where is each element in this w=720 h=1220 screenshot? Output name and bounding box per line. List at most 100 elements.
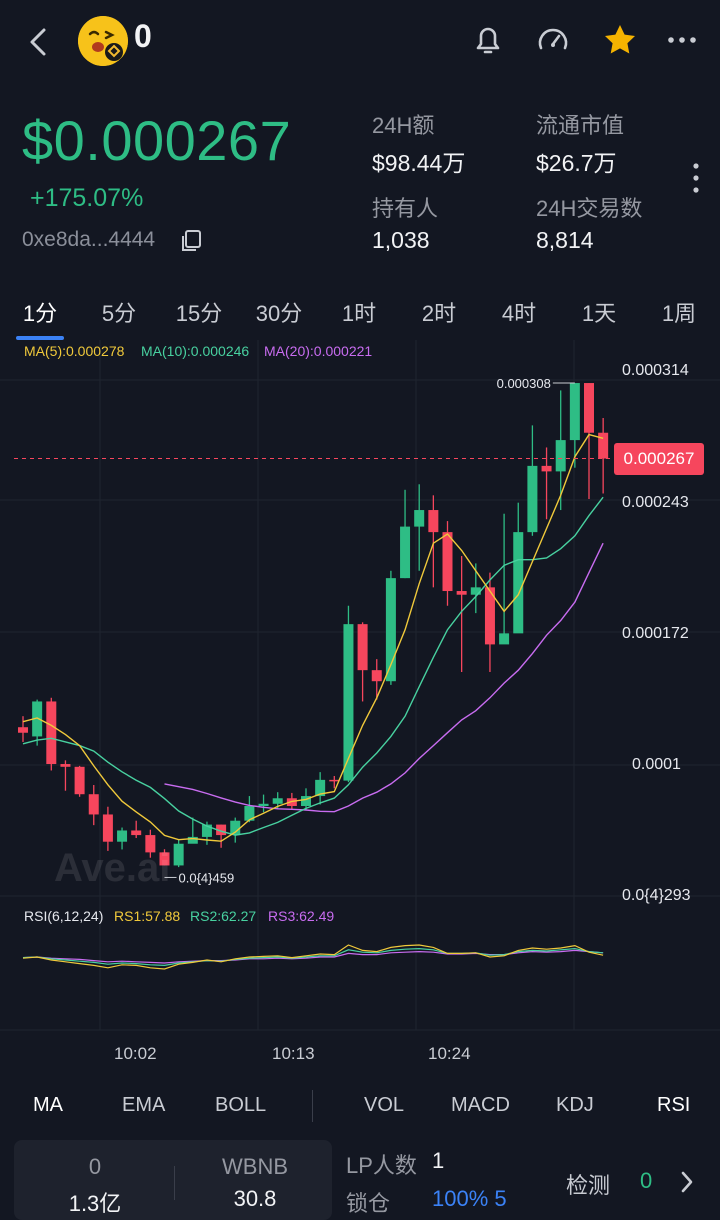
rsi2-line: [22, 947, 604, 967]
legend-rs2: RS2:62.27: [190, 908, 257, 924]
pool-quote-value: 30.8: [233, 1186, 277, 1211]
indicator-boll[interactable]: BOLL: [215, 1094, 267, 1116]
x-axis-label: 10:24: [428, 1044, 471, 1063]
stat-label-24h-trades: 24H交易数: [536, 196, 643, 221]
candle-body: [598, 432, 609, 459]
candle-body: [499, 633, 510, 645]
candle-body: [230, 820, 241, 836]
token-avatar: [78, 16, 128, 66]
indicator-macd[interactable]: MACD: [451, 1094, 510, 1116]
candle-body: [513, 532, 524, 634]
candle-body: [357, 624, 368, 671]
indicator-ma[interactable]: MA: [33, 1094, 63, 1116]
candle-body: [584, 383, 594, 433]
ma10-line: [22, 496, 604, 836]
candle-body: [555, 440, 566, 472]
y-axis-label: 0.0001: [632, 756, 681, 773]
candle-body: [470, 587, 481, 595]
bell-icon[interactable]: [468, 20, 508, 60]
candle-body: [272, 798, 283, 804]
back-chevron-icon[interactable]: [22, 22, 56, 62]
indicator-vol[interactable]: VOL: [364, 1094, 405, 1116]
candle-body: [74, 766, 85, 795]
lock-label: 锁仓: [346, 1191, 391, 1216]
candle-body: [32, 701, 43, 737]
lock-value[interactable]: 100% 5: [432, 1186, 507, 1211]
candle-body: [201, 824, 212, 837]
tab-1h[interactable]: 1时: [341, 301, 377, 326]
candle-body: [428, 510, 439, 533]
legend-ma10: MA(10):0.000246: [141, 343, 250, 359]
candle-body: [159, 852, 170, 866]
x-axis-label: 10:02: [114, 1044, 157, 1063]
more-vertical-icon[interactable]: [688, 160, 704, 200]
stat-value-holders: 1,038: [372, 227, 430, 253]
stat-value-market-cap: $26.7万: [536, 150, 617, 176]
contract-address: 0xe8da...4444: [22, 228, 156, 251]
indicator-rsi[interactable]: RSI: [657, 1094, 691, 1116]
candle-body: [527, 465, 538, 533]
y-axis-label: 0.000243: [622, 494, 689, 511]
indicator-divider: [312, 1090, 313, 1122]
candle-body: [117, 830, 128, 842]
pool-base-value: 1.3亿: [68, 1191, 122, 1216]
y-axis-label: 0.000314: [622, 362, 689, 379]
candle-body: [385, 578, 396, 682]
low-price-label: 0.0{4}459: [179, 870, 235, 885]
candle-body: [46, 701, 57, 765]
candle-body: [60, 764, 71, 767]
indicator-kdj[interactable]: KDJ: [556, 1094, 594, 1116]
candle-body: [258, 803, 269, 806]
stat-label-holders: 持有人: [372, 196, 439, 221]
candle-body: [145, 835, 156, 853]
candle-body: [329, 779, 340, 782]
ma5-line: [22, 433, 604, 842]
candle-body: [371, 670, 382, 682]
tab-15min[interactable]: 15分: [175, 301, 223, 326]
stat-label-24h-volume: 24H额: [372, 113, 435, 138]
candle-body: [187, 836, 198, 844]
detect-label[interactable]: 检测: [566, 1173, 611, 1198]
legend-ma20: MA(20):0.000221: [264, 343, 373, 359]
candle-body: [88, 794, 99, 815]
tab-4h[interactable]: 4时: [501, 301, 537, 326]
candle-body: [400, 526, 411, 579]
candle-body: [131, 830, 142, 836]
tab-1w[interactable]: 1周: [661, 301, 697, 326]
candlestick-chart[interactable]: 0.000308 0.0{4}459: [0, 340, 720, 1100]
candle-body: [343, 624, 354, 781]
rsi1-line: [22, 944, 604, 970]
y-axis-label: 0.0{4}293: [622, 887, 691, 904]
candle-body: [442, 532, 453, 592]
candle-body: [484, 587, 495, 645]
candle-body: [244, 805, 255, 821]
candle-body: [315, 779, 326, 797]
ma20-line: [164, 542, 604, 813]
pool-quote-label: WBNB: [222, 1154, 288, 1179]
star-icon[interactable]: [600, 20, 640, 60]
candle-body: [414, 510, 425, 527]
tab-2h[interactable]: 2时: [421, 301, 457, 326]
copy-icon[interactable]: [178, 228, 204, 254]
more-horizontal-icon[interactable]: [662, 20, 702, 60]
indicator-ema[interactable]: EMA: [122, 1094, 166, 1116]
tab-30min[interactable]: 30分: [255, 301, 303, 326]
current-price: $0.000267: [22, 109, 292, 172]
current-price-tag: 0.000267: [614, 443, 704, 475]
gauge-icon[interactable]: [533, 20, 573, 60]
chevron-right-icon[interactable]: [678, 1168, 696, 1196]
price-change: +175.07%: [30, 184, 144, 212]
lp-holders-value: 1: [432, 1148, 445, 1173]
legend-rs3: RS3:62.49: [268, 908, 335, 924]
stat-value-24h-volume: $98.44万: [372, 150, 466, 176]
tab-1min[interactable]: 1分: [22, 301, 58, 326]
stat-value-24h-trades: 8,814: [536, 227, 594, 253]
candle-body: [301, 796, 311, 806]
token-name: 0: [134, 18, 152, 54]
tab-5min[interactable]: 5分: [101, 301, 137, 326]
legend-ma5: MA(5):0.000278: [24, 343, 125, 359]
tab-1d[interactable]: 1天: [581, 301, 617, 326]
pool-divider: [174, 1166, 175, 1200]
high-price-label: 0.000308: [497, 376, 551, 391]
x-axis-label: 10:13: [272, 1044, 315, 1063]
